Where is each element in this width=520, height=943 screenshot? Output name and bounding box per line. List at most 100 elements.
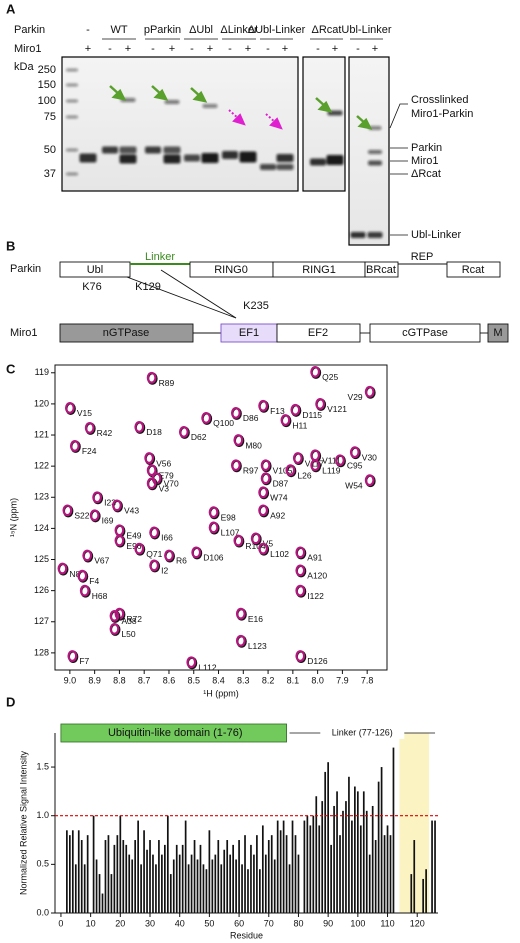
bar bbox=[256, 835, 258, 913]
peak-complex bbox=[82, 549, 93, 562]
gel-band bbox=[310, 158, 326, 166]
peak-complex bbox=[146, 477, 157, 490]
bar bbox=[276, 820, 279, 913]
bar bbox=[244, 835, 246, 913]
gel-band bbox=[66, 83, 78, 87]
peak-label: E79 bbox=[159, 470, 174, 480]
bar bbox=[175, 844, 178, 913]
bar bbox=[247, 869, 249, 913]
gel-band bbox=[145, 146, 161, 154]
peak-complex bbox=[280, 414, 291, 426]
peak-label: F13 bbox=[270, 406, 285, 416]
peak-complex bbox=[64, 402, 75, 414]
arrow-head bbox=[232, 113, 246, 126]
domain-label: EF1 bbox=[239, 327, 259, 339]
peak-complex bbox=[109, 623, 120, 635]
x-tick-label: 8.1 bbox=[287, 675, 300, 685]
bar bbox=[368, 854, 371, 913]
peak-complex bbox=[258, 542, 269, 555]
lane-group-label: ΔUbl bbox=[189, 24, 213, 36]
peak-label: I122 bbox=[307, 591, 324, 601]
bar bbox=[288, 864, 291, 913]
domain-label: Ubl bbox=[87, 264, 104, 276]
site-label: K76 bbox=[82, 281, 102, 293]
peak-complex bbox=[295, 546, 306, 559]
bar bbox=[318, 825, 321, 913]
arrow-head bbox=[317, 100, 333, 113]
x-tick-label: 8.2 bbox=[262, 675, 275, 685]
x-tick-label: 40 bbox=[175, 918, 185, 928]
bar bbox=[161, 854, 163, 913]
bar bbox=[354, 786, 356, 913]
peak-complex bbox=[134, 421, 145, 433]
domain-label: Linker (77-126) bbox=[332, 727, 393, 737]
miro1-sign: - bbox=[151, 43, 155, 55]
peak-label: V30 bbox=[362, 452, 377, 462]
peak-label: R72 bbox=[126, 614, 142, 624]
bar bbox=[306, 815, 309, 913]
domain-label: Ubiquitin-like domain (1-76) bbox=[108, 727, 243, 739]
band-label: Parkin bbox=[411, 142, 442, 154]
bar bbox=[107, 835, 110, 913]
peak-label: F24 bbox=[82, 446, 97, 456]
bar bbox=[261, 825, 264, 913]
gel-band bbox=[326, 155, 344, 165]
gel-band bbox=[66, 148, 78, 152]
panel-letter: B bbox=[6, 238, 15, 253]
x-tick-label: 8.8 bbox=[113, 675, 126, 685]
peak-label: F7 bbox=[79, 656, 89, 666]
lane-group-label: WT bbox=[110, 24, 127, 36]
peak-label: R104 bbox=[245, 541, 266, 551]
y-tick-label: 127 bbox=[34, 616, 49, 626]
peak-label: D126 bbox=[307, 656, 328, 666]
bar bbox=[327, 762, 329, 913]
miro1-sign: + bbox=[282, 43, 288, 55]
bar bbox=[386, 825, 389, 913]
x-tick-label: 90 bbox=[323, 918, 333, 928]
bar bbox=[178, 854, 181, 913]
peak-label: L107 bbox=[221, 528, 240, 538]
peak-complex bbox=[109, 609, 120, 622]
gel-band bbox=[119, 154, 137, 164]
gel-band bbox=[350, 232, 366, 238]
bar bbox=[155, 864, 157, 913]
protein-label: Parkin bbox=[10, 263, 41, 275]
miro1-sign: + bbox=[207, 43, 213, 55]
peak-complex bbox=[285, 464, 296, 477]
peak-label: I2 bbox=[161, 566, 168, 576]
peak-label: I23 bbox=[104, 498, 116, 508]
peak-label: F4 bbox=[89, 576, 99, 586]
bar bbox=[238, 840, 240, 913]
bar bbox=[95, 859, 98, 913]
peak-complex bbox=[201, 412, 212, 424]
x-tick-label: 30 bbox=[145, 918, 155, 928]
bar bbox=[309, 825, 312, 913]
peak-complex bbox=[146, 464, 157, 477]
x-tick-label: 7.9 bbox=[336, 675, 349, 685]
peak-complex bbox=[295, 650, 306, 662]
miro1-sign: + bbox=[125, 43, 131, 55]
peak-label: E98 bbox=[221, 512, 236, 522]
bar bbox=[345, 801, 347, 913]
gel-band bbox=[276, 154, 294, 162]
panel-letter: A bbox=[6, 1, 16, 16]
bar bbox=[169, 874, 172, 913]
domain-label: BRcat bbox=[366, 264, 396, 276]
y-axis-label: Normalized Relative Signal Intensity bbox=[18, 750, 28, 895]
bar bbox=[190, 854, 193, 913]
miro1-sign: - bbox=[356, 43, 360, 55]
y-tick-label: 119 bbox=[35, 367, 49, 377]
bar bbox=[104, 840, 107, 913]
gel-band bbox=[163, 154, 181, 164]
x-axis-label: ¹H (ppm) bbox=[203, 688, 239, 698]
peak-complex bbox=[233, 434, 244, 446]
peak-label: E49 bbox=[126, 531, 141, 541]
lane-group-label: pParkin bbox=[144, 24, 181, 36]
gel-bands bbox=[66, 68, 383, 238]
peak-label: E96 bbox=[126, 541, 141, 551]
connector bbox=[389, 103, 408, 129]
y-tick-label: 121 bbox=[34, 429, 49, 439]
peak-label: H68 bbox=[92, 591, 108, 601]
peak-label: D87 bbox=[273, 479, 289, 489]
